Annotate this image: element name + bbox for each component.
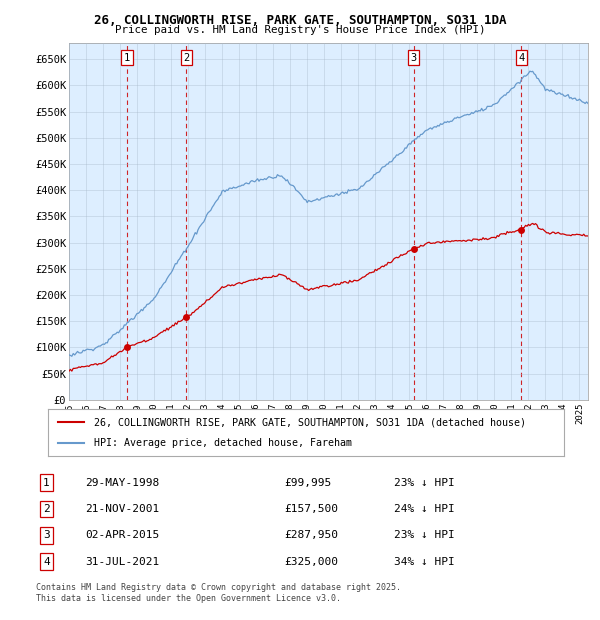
Text: 29-MAY-1998: 29-MAY-1998 — [85, 477, 160, 487]
Text: 02-APR-2015: 02-APR-2015 — [85, 530, 160, 540]
Text: 26, COLLINGWORTH RISE, PARK GATE, SOUTHAMPTON, SO31 1DA (detached house): 26, COLLINGWORTH RISE, PARK GATE, SOUTHA… — [94, 417, 526, 427]
Text: 1: 1 — [43, 477, 50, 487]
Text: 24% ↓ HPI: 24% ↓ HPI — [394, 504, 455, 514]
Text: 2: 2 — [43, 504, 50, 514]
Text: £99,995: £99,995 — [284, 477, 331, 487]
Text: 2: 2 — [183, 53, 190, 63]
Text: 26, COLLINGWORTH RISE, PARK GATE, SOUTHAMPTON, SO31 1DA: 26, COLLINGWORTH RISE, PARK GATE, SOUTHA… — [94, 14, 506, 27]
Text: Contains HM Land Registry data © Crown copyright and database right 2025.: Contains HM Land Registry data © Crown c… — [36, 583, 401, 592]
Text: £325,000: £325,000 — [284, 557, 338, 567]
Text: 23% ↓ HPI: 23% ↓ HPI — [394, 477, 455, 487]
Text: 3: 3 — [43, 530, 50, 540]
Text: £157,500: £157,500 — [284, 504, 338, 514]
Text: Price paid vs. HM Land Registry's House Price Index (HPI): Price paid vs. HM Land Registry's House … — [115, 25, 485, 35]
Text: 1: 1 — [124, 53, 130, 63]
Text: 23% ↓ HPI: 23% ↓ HPI — [394, 530, 455, 540]
Text: 3: 3 — [410, 53, 417, 63]
Text: £287,950: £287,950 — [284, 530, 338, 540]
Text: 21-NOV-2001: 21-NOV-2001 — [85, 504, 160, 514]
Text: 4: 4 — [43, 557, 50, 567]
Text: HPI: Average price, detached house, Fareham: HPI: Average price, detached house, Fare… — [94, 438, 352, 448]
Text: This data is licensed under the Open Government Licence v3.0.: This data is licensed under the Open Gov… — [36, 595, 341, 603]
Text: 31-JUL-2021: 31-JUL-2021 — [85, 557, 160, 567]
Text: 4: 4 — [518, 53, 524, 63]
Text: 34% ↓ HPI: 34% ↓ HPI — [394, 557, 455, 567]
